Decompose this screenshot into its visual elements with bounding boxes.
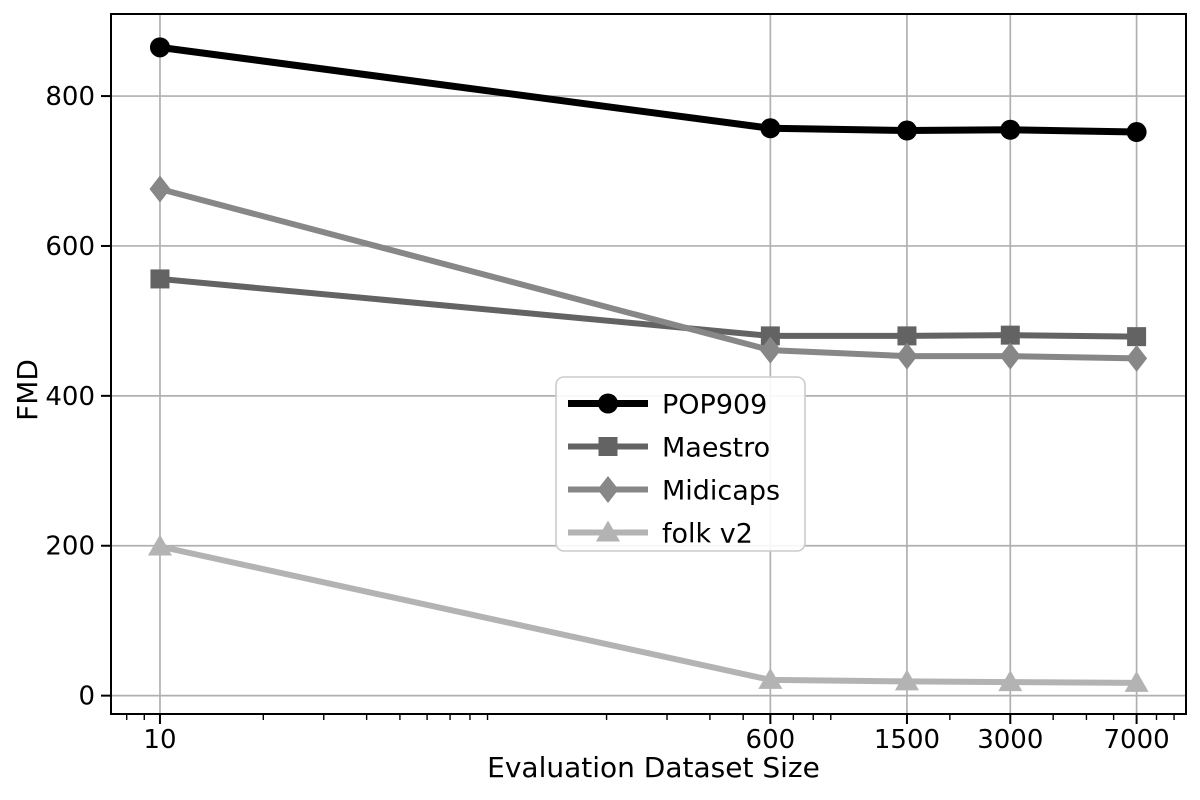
data-point-square: [760, 326, 780, 346]
x-axis-label: Evaluation Dataset Size: [487, 751, 820, 784]
data-point-triangle: [758, 667, 783, 689]
series-midicaps: [149, 175, 1148, 372]
x-minor-ticks: [126, 714, 1175, 720]
data-point-circle: [149, 37, 170, 58]
y-tick-label: 200: [45, 532, 95, 562]
series-maestro: [150, 269, 1147, 347]
data-point-triangle: [596, 520, 620, 542]
legend-label: POP909: [662, 390, 767, 421]
legend-item: folk v2: [568, 519, 753, 550]
legend-label: folk v2: [662, 519, 753, 550]
tick-labels: 0 200 400 600 800 10 600 1500 3000 7000: [45, 82, 1169, 755]
plot-area: [111, 14, 1186, 714]
x-tick-label: 3000: [977, 725, 1043, 755]
legend-item: POP909: [568, 390, 767, 421]
data-point-circle: [1126, 122, 1147, 143]
data-point-triangle: [998, 670, 1023, 692]
data-point-square: [598, 437, 618, 456]
legend-item: Maestro: [568, 433, 770, 464]
x-tick-label: 10: [143, 725, 176, 755]
legend-item: Midicaps: [568, 476, 780, 507]
y-tick-label: 800: [45, 82, 95, 112]
data-point-triangle: [1124, 670, 1149, 692]
legend-label: Maestro: [662, 433, 770, 464]
data-point-diamond: [149, 175, 171, 203]
data-point-diamond: [999, 342, 1021, 370]
x-tick-label: 1500: [874, 725, 940, 755]
y-axis-label: FMD: [11, 359, 44, 421]
data-point-triangle: [894, 669, 919, 691]
data-point-circle: [1000, 119, 1021, 140]
data-point-diamond: [597, 476, 619, 503]
data-point-diamond: [896, 342, 918, 370]
data-point-triangle: [147, 534, 172, 556]
legend-label: Midicaps: [662, 476, 780, 507]
y-tick-label: 400: [45, 382, 95, 412]
series-pop909: [149, 37, 1147, 143]
data-point-square: [1000, 325, 1020, 345]
x-tick-label: 600: [746, 725, 796, 755]
legend: POP909 Maestro Midicaps folk v2: [555, 376, 806, 552]
data-point-square: [897, 326, 917, 346]
data-point-diamond: [1126, 344, 1148, 372]
legend-box: [555, 376, 806, 552]
data-point-diamond: [759, 336, 781, 364]
data-point-square: [150, 269, 170, 289]
data-point-circle: [598, 393, 618, 414]
plot-spines: [110, 13, 1187, 715]
axis-ticks: [101, 95, 1138, 724]
y-tick-label: 600: [45, 232, 95, 262]
data-point-circle: [896, 120, 917, 141]
data-point-square: [1127, 327, 1147, 347]
y-tick-label: 0: [78, 682, 95, 712]
data-point-circle: [760, 118, 781, 139]
x-tick-label: 7000: [1104, 725, 1170, 755]
series-folk-v2: [147, 534, 1149, 692]
